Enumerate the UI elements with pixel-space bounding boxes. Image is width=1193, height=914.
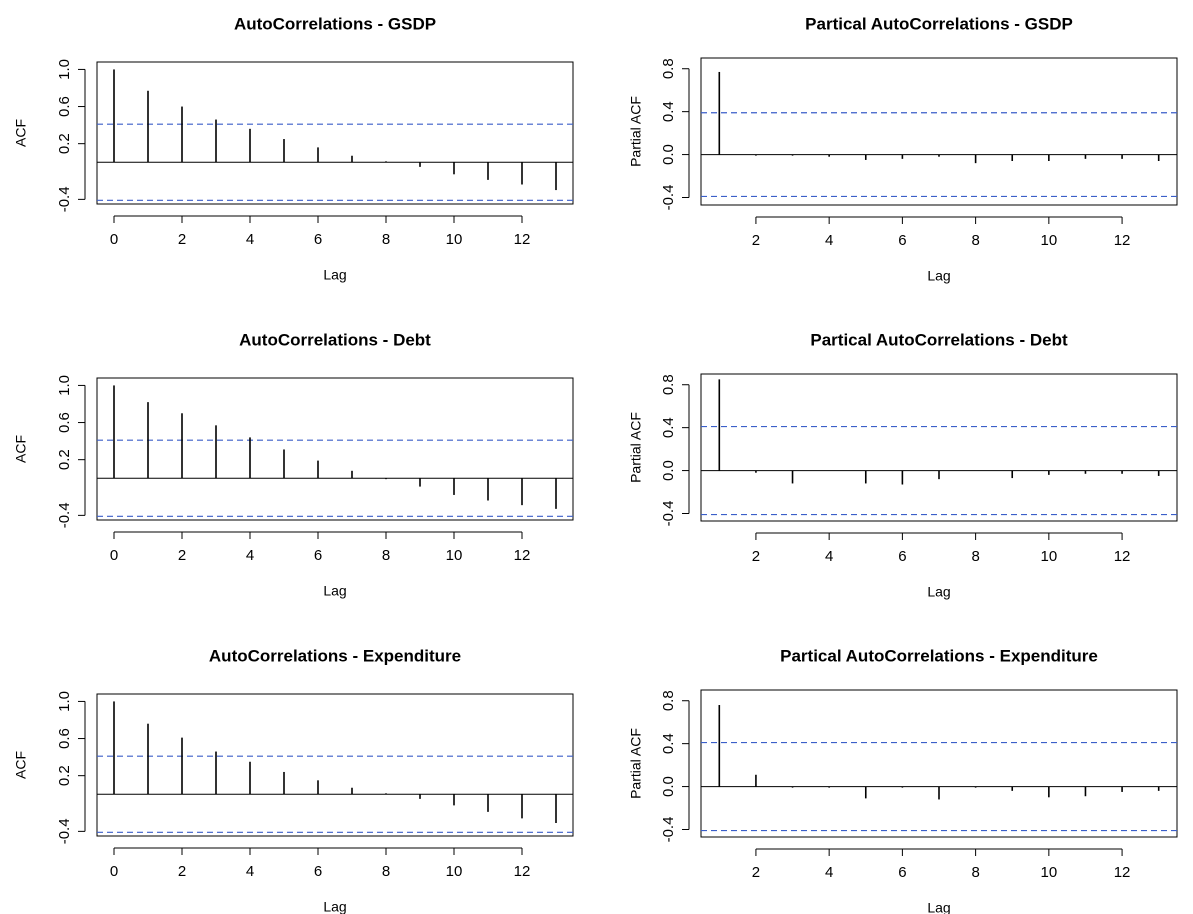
x-tick-label: 12 <box>514 863 531 880</box>
y-axis-title: Partial ACF <box>628 96 644 167</box>
panel: AutoCorrelations - Expenditure 0 2 4 6 8 10 12 L… <box>13 646 574 914</box>
plot-frame <box>96 377 574 521</box>
x-tick-label: 8 <box>382 231 390 248</box>
panel: Partical AutoCorrelations - GSDP 2 4 6 8 10 12… <box>628 14 1178 284</box>
plot-frame <box>700 373 1178 522</box>
x-tick-label: 6 <box>898 232 906 249</box>
x-tick-label: 10 <box>446 547 463 564</box>
x-axis-title: Lag <box>927 900 950 914</box>
x-tick-label: 4 <box>825 548 833 565</box>
x-tick-label: 4 <box>246 547 254 564</box>
x-axis-title: Lag <box>323 583 346 599</box>
x-tick-label: 2 <box>178 863 186 880</box>
x-axis-title: Lag <box>927 268 950 284</box>
y-tick-label: 0.8 <box>660 58 677 79</box>
y-tick-label: 0.0 <box>660 460 677 481</box>
x-tick-label: 8 <box>971 232 979 249</box>
x-tick-label: 0 <box>110 547 118 564</box>
x-axis-title: Lag <box>323 267 346 283</box>
x-tick-label: 10 <box>446 863 463 880</box>
x-axis-title: Lag <box>323 899 346 914</box>
y-tick-label: -0.4 <box>56 186 73 212</box>
plot-frame <box>700 689 1178 838</box>
plot-frame <box>96 693 574 837</box>
y-tick-label: -0.4 <box>56 818 73 844</box>
x-axis-title: Lag <box>927 584 950 600</box>
panel-title: Partical AutoCorrelations - Debt <box>810 330 1068 349</box>
x-tick-label: 8 <box>382 863 390 880</box>
panel: AutoCorrelations - Debt 0 2 4 6 8 10 12 Lag 1.0 0.… <box>13 330 574 599</box>
x-tick-label: 4 <box>825 232 833 249</box>
x-tick-label: 6 <box>898 548 906 565</box>
x-tick-label: 4 <box>825 864 833 881</box>
x-tick-label: 6 <box>314 231 322 248</box>
x-tick-label: 4 <box>246 231 254 248</box>
y-tick-label: 0.4 <box>660 733 677 754</box>
y-tick-label: 0.0 <box>660 776 677 797</box>
y-tick-label: -0.4 <box>660 817 677 843</box>
y-tick-label: 0.4 <box>660 417 677 438</box>
y-tick-label: 1.0 <box>56 59 73 80</box>
x-tick-label: 2 <box>178 231 186 248</box>
x-tick-label: 2 <box>752 864 760 881</box>
x-tick-label: 6 <box>898 864 906 881</box>
x-tick-label: 12 <box>1114 864 1131 881</box>
x-tick-label: 2 <box>752 548 760 565</box>
x-tick-label: 12 <box>1114 548 1131 565</box>
panel: AutoCorrelations - GSDP 0 2 4 6 8 10 12 Lag 1.0 0.… <box>13 14 574 283</box>
x-tick-label: 0 <box>110 863 118 880</box>
y-tick-label: -0.4 <box>660 501 677 527</box>
x-tick-label: 10 <box>1041 232 1058 249</box>
plot-frame <box>96 61 574 205</box>
x-tick-label: 8 <box>382 547 390 564</box>
x-tick-label: 8 <box>971 864 979 881</box>
y-tick-label: -0.4 <box>56 502 73 528</box>
x-tick-label: 12 <box>514 231 531 248</box>
plot-frame <box>700 57 1178 206</box>
y-axis-title: ACF <box>13 435 29 463</box>
panel: Partical AutoCorrelations - Debt 2 4 6 8 10 12… <box>628 330 1178 600</box>
x-tick-label: 2 <box>752 232 760 249</box>
y-tick-label: 0.2 <box>56 765 73 786</box>
panel-title: AutoCorrelations - GSDP <box>234 14 436 33</box>
panel-title: Partical AutoCorrelations - GSDP <box>805 14 1073 33</box>
y-tick-label: 0.8 <box>660 374 677 395</box>
y-axis-title: Partial ACF <box>628 412 644 483</box>
y-tick-label: 0.8 <box>660 690 677 711</box>
y-tick-label: 0.0 <box>660 144 677 165</box>
y-tick-label: 0.2 <box>56 133 73 154</box>
x-tick-label: 6 <box>314 547 322 564</box>
panel: Partical AutoCorrelations - Expenditure 2… <box>628 646 1178 914</box>
y-tick-label: -0.4 <box>660 185 677 211</box>
x-tick-label: 0 <box>110 231 118 248</box>
y-tick-label: 0.6 <box>56 412 73 433</box>
y-axis-title: Partial ACF <box>628 728 644 799</box>
panel-title: AutoCorrelations - Debt <box>239 330 431 349</box>
y-axis-title: ACF <box>13 119 29 147</box>
x-tick-label: 8 <box>971 548 979 565</box>
panel-title: Partical AutoCorrelations - Expenditure <box>780 646 1098 665</box>
panel-title: AutoCorrelations - Expenditure <box>209 646 461 665</box>
y-tick-label: 0.6 <box>56 96 73 117</box>
y-axis-title: ACF <box>13 751 29 779</box>
y-tick-label: 0.6 <box>56 728 73 749</box>
y-tick-label: 0.2 <box>56 449 73 470</box>
x-tick-label: 10 <box>1041 864 1058 881</box>
x-tick-label: 10 <box>1041 548 1058 565</box>
y-tick-label: 1.0 <box>56 691 73 712</box>
y-tick-label: 0.4 <box>660 101 677 122</box>
x-tick-label: 10 <box>446 231 463 248</box>
x-tick-label: 2 <box>178 547 186 564</box>
x-tick-label: 12 <box>514 547 531 564</box>
x-tick-label: 4 <box>246 863 254 880</box>
x-tick-label: 6 <box>314 863 322 880</box>
y-tick-label: 1.0 <box>56 375 73 396</box>
x-tick-label: 12 <box>1114 232 1131 249</box>
